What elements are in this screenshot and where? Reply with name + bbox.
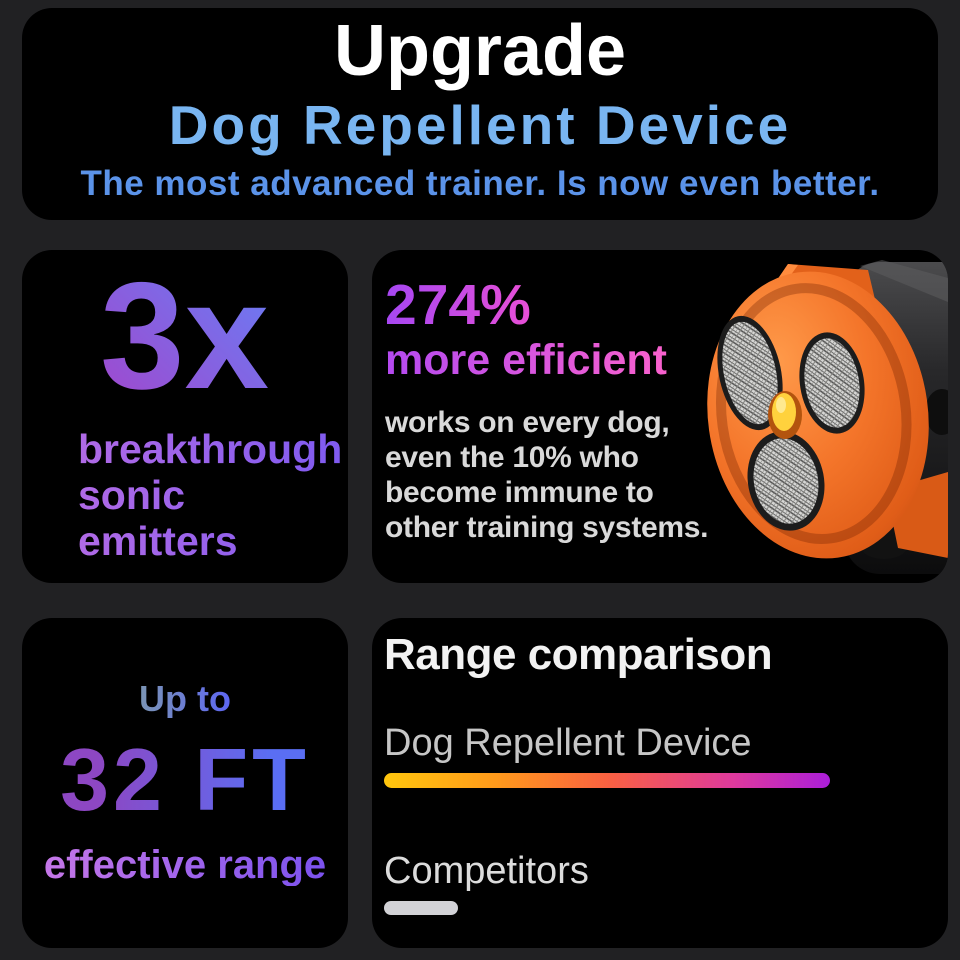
efficiency-stat: 274% xyxy=(385,273,531,337)
range-stat: 32 FT xyxy=(60,729,310,829)
efficiency-text-block: 274% more efficient works on every dog, … xyxy=(385,273,709,545)
efficiency-card: 274% more efficient works on every dog, … xyxy=(372,250,948,583)
emitters-description-line2: sonic emitters xyxy=(78,471,238,564)
comparison-device-label: Dog Repellent Device xyxy=(384,722,752,765)
efficiency-body-line1: works on every dog, xyxy=(385,406,670,440)
range-prefix: Up to xyxy=(139,678,231,720)
led-indicator xyxy=(768,391,802,439)
efficiency-body: works on every dog, even the 10% who bec… xyxy=(385,405,709,545)
comparison-competitors-label: Competitors xyxy=(384,850,589,893)
efficiency-body-line3: become immune to xyxy=(385,476,654,510)
efficiency-body-line4: other training systems. xyxy=(385,511,709,545)
device-range-bar xyxy=(384,773,830,789)
comparison-title: Range comparison xyxy=(384,630,773,679)
emitters-stat: 3x xyxy=(100,251,270,422)
product-photo xyxy=(707,260,948,574)
sonic-emitter-mesh xyxy=(717,315,783,431)
efficiency-body-line2: even the 10% who xyxy=(385,441,639,475)
efficiency-substat: more efficient xyxy=(385,336,667,385)
range-suffix: effective range xyxy=(43,842,327,887)
product-name-heading: Dog Repellent Device xyxy=(168,93,792,156)
banner-card: Upgrade Dog Repellent Device The most ad… xyxy=(22,8,938,220)
emitters-description-line1: breakthrough xyxy=(78,426,343,473)
emitters-description: breakthrough sonic emitters xyxy=(78,427,348,565)
range-comparison-card: Range comparison Dog Repellent Device Co… xyxy=(372,618,948,948)
sonic-emitters-card: 3x breakthrough sonic emitters xyxy=(22,250,348,583)
range-card: Up to 32 FT effective range xyxy=(22,618,348,948)
banner-title: Upgrade xyxy=(333,11,627,91)
sonic-emitter-mesh xyxy=(747,431,825,531)
competitors-range-bar xyxy=(384,900,458,915)
banner-tagline: The most advanced trainer. Is now even b… xyxy=(80,164,880,204)
sonic-emitter-mesh xyxy=(799,332,865,434)
